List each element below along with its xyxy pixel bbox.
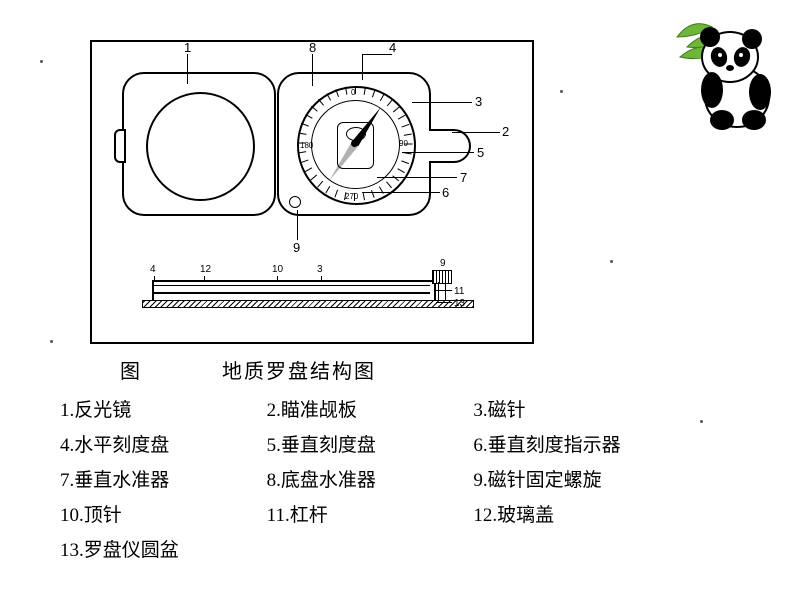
leader-line bbox=[297, 210, 298, 240]
leader-s4: 4 bbox=[150, 264, 156, 275]
leader-s3: 3 bbox=[317, 264, 323, 275]
leader-line bbox=[321, 276, 322, 282]
legend-row: 7.垂直水准器 8.底盘水准器 9.磁针固定螺旋 bbox=[60, 465, 680, 492]
leader-1: 1 bbox=[184, 40, 191, 55]
leader-2: 2 bbox=[502, 124, 509, 139]
compass-body: 90 270 180 0 bbox=[277, 72, 431, 216]
legend-row: 13.罗盘仪圆盆 bbox=[60, 535, 680, 562]
leader-line bbox=[377, 177, 457, 178]
leader-s9: 9 bbox=[440, 258, 446, 269]
leader-line bbox=[204, 276, 205, 282]
glass-cover-line bbox=[154, 285, 430, 286]
leader-line bbox=[154, 276, 155, 282]
legend-item: 5.垂直刻度盘 bbox=[267, 430, 474, 457]
dial-label-90: 90 bbox=[399, 139, 408, 148]
speck bbox=[610, 260, 613, 263]
leader-s11: 11 bbox=[454, 286, 464, 297]
caption-title: 地质罗盘结构图 bbox=[222, 361, 376, 383]
leader-s12: 12 bbox=[200, 264, 211, 275]
page: { "caption": { "prefix": "图", "title": "… bbox=[0, 0, 800, 600]
legend-item: 10.顶针 bbox=[60, 500, 267, 527]
speck bbox=[700, 420, 703, 423]
leader-6: 6 bbox=[442, 185, 449, 200]
legend-item: 3.磁针 bbox=[473, 395, 680, 422]
needle-pivot bbox=[351, 140, 358, 147]
figure-caption: 图 地质罗盘结构图 bbox=[120, 355, 520, 384]
speck bbox=[40, 60, 43, 63]
legend-row: 4.水平刻度盘 5.垂直刻度盘 6.垂直刻度指示器 bbox=[60, 430, 680, 457]
leader-4: 4 bbox=[389, 40, 396, 55]
legend-row: 1.反光镜 2.瞄准觇板 3.磁针 bbox=[60, 395, 680, 422]
speck bbox=[560, 90, 563, 93]
leader-line bbox=[187, 54, 188, 84]
base-plate bbox=[142, 300, 474, 308]
dial-label-0: 0 bbox=[351, 88, 355, 97]
panda-icon bbox=[672, 12, 782, 132]
leader-3: 3 bbox=[475, 94, 482, 109]
leader-7: 7 bbox=[460, 170, 467, 185]
diagram-frame: 90 270 180 0 1 8 4 3 2 5 7 6 bbox=[90, 40, 534, 344]
leader-line bbox=[362, 192, 440, 193]
legend-row: 10.顶针 11.杠杆 12.玻璃盖 bbox=[60, 500, 680, 527]
leader-line bbox=[362, 54, 392, 55]
leader-line bbox=[402, 152, 474, 153]
caption-prefix: 图 bbox=[120, 361, 142, 383]
leader-line bbox=[312, 54, 313, 86]
legend: 1.反光镜 2.瞄准觇板 3.磁针 4.水平刻度盘 5.垂直刻度盘 6.垂直刻度… bbox=[60, 395, 680, 570]
leader-line bbox=[277, 276, 278, 282]
leader-s10: 10 bbox=[272, 264, 283, 275]
compass-top-view: 90 270 180 0 1 8 4 3 2 5 7 6 bbox=[112, 62, 512, 232]
leader-8: 8 bbox=[309, 40, 316, 55]
dial-label-270: 270 bbox=[345, 192, 358, 201]
legend-item: 11.杠杆 bbox=[267, 500, 474, 527]
legend-item: 1.反光镜 bbox=[60, 395, 267, 422]
leader-s13: 13 bbox=[454, 298, 465, 309]
speck bbox=[50, 340, 53, 343]
legend-item: 6.垂直刻度指示器 bbox=[473, 430, 680, 457]
legend-item: 8.底盘水准器 bbox=[267, 465, 474, 492]
leader-line bbox=[362, 54, 363, 80]
legend-item: 13.罗盘仪圆盆 bbox=[60, 535, 270, 562]
compass-side-view: 4 12 10 3 9 11 13 bbox=[142, 252, 472, 322]
leader-line bbox=[436, 290, 452, 291]
leader-5: 5 bbox=[477, 145, 484, 160]
leader-line bbox=[436, 302, 452, 303]
mirror-circle bbox=[146, 92, 255, 201]
leader-line bbox=[452, 132, 500, 133]
needle-side-line bbox=[154, 292, 430, 294]
legend-item: 12.玻璃盖 bbox=[473, 500, 680, 527]
corner-hole bbox=[289, 196, 301, 208]
compass-lid bbox=[122, 72, 276, 216]
leader-line bbox=[412, 102, 472, 103]
dial-label-180: 180 bbox=[300, 141, 313, 150]
lock-screw-shaft bbox=[438, 282, 446, 300]
legend-item: 2.瞄准觇板 bbox=[267, 395, 474, 422]
legend-item: 4.水平刻度盘 bbox=[60, 430, 267, 457]
legend-item: 9.磁针固定螺旋 bbox=[473, 465, 680, 492]
legend-item: 7.垂直水准器 bbox=[60, 465, 267, 492]
